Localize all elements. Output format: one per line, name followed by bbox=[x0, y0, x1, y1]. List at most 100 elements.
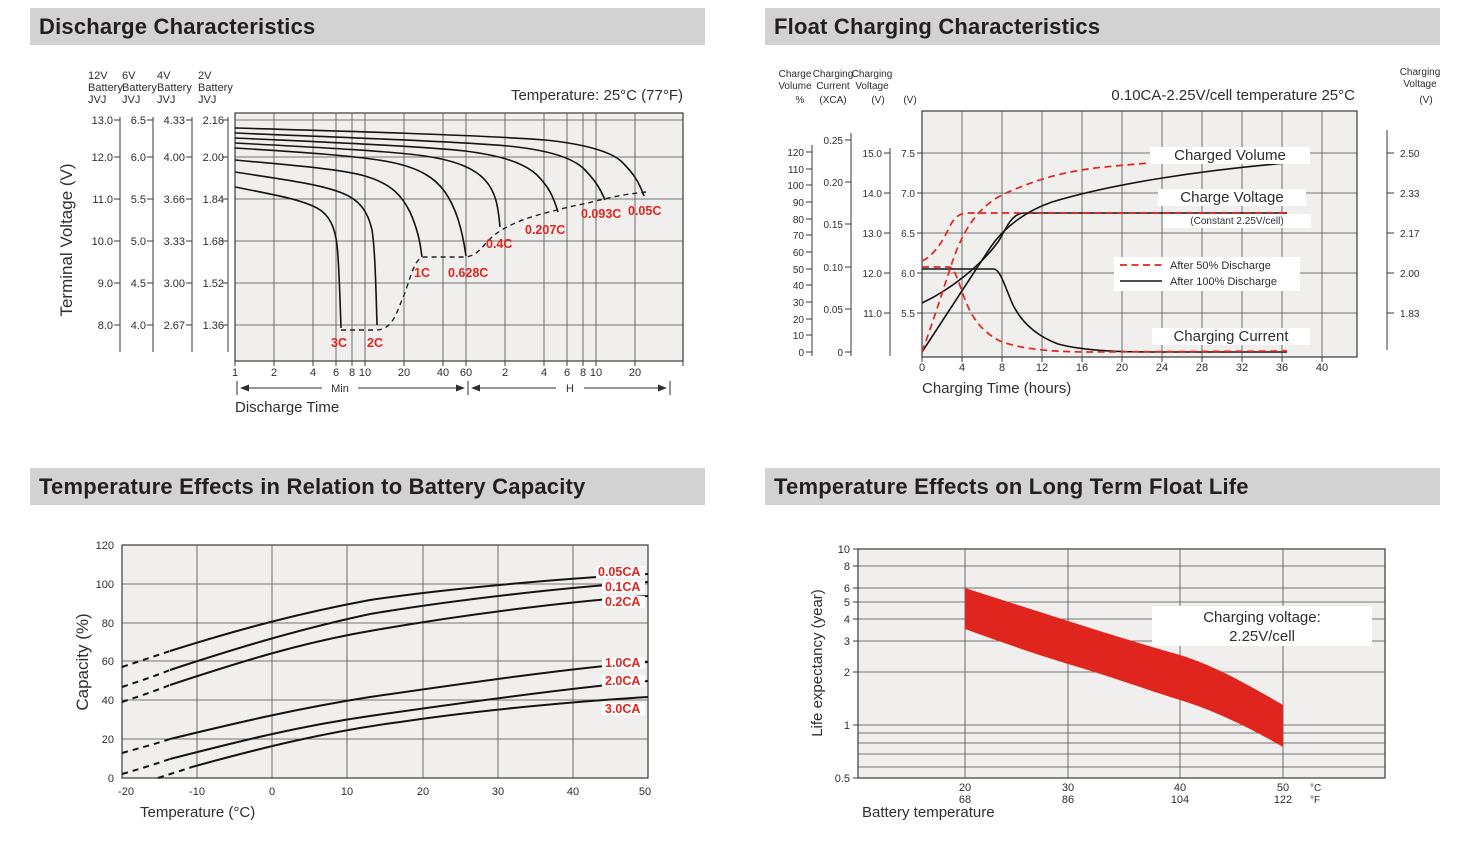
charge-voltage-label: Charge Voltage bbox=[1180, 189, 1283, 206]
x-tick-marks bbox=[921, 357, 1323, 362]
y-tick-4v: 4.33 bbox=[164, 115, 185, 127]
legend-100pct-label: After 100% Discharge bbox=[1170, 276, 1277, 288]
charging-current-50pct bbox=[922, 266, 1288, 353]
label-1.0CA: 1.0CA bbox=[605, 656, 640, 670]
h-gridlines bbox=[922, 152, 1357, 314]
curve-1C bbox=[234, 159, 423, 258]
pct-tick: 10 bbox=[793, 331, 805, 342]
y-tick-4v: 3.33 bbox=[164, 236, 185, 248]
header-6v: 6V bbox=[122, 70, 136, 82]
time-unit-ranges: Min H bbox=[236, 381, 671, 395]
v6-tick: 7.5 bbox=[901, 149, 915, 160]
header-2v: 2V bbox=[198, 70, 212, 82]
celsius-unit: °C bbox=[1310, 783, 1321, 794]
h-gridlines bbox=[235, 119, 683, 326]
header-charging-current: Current bbox=[816, 81, 850, 92]
x-axis-ticks: 0 4 8 12 16 20 24 28 32 36 40 bbox=[919, 362, 1328, 374]
pct-tick: 80 bbox=[793, 215, 805, 226]
x-tick: 6 bbox=[333, 367, 339, 379]
y-tick-12v: 8.0 bbox=[98, 320, 113, 332]
pct-tick: 30 bbox=[793, 298, 805, 309]
float-charging-chart: Charge Volume % Charging Current (XCA) C… bbox=[778, 67, 1440, 397]
v6-tick: 6.5 bbox=[901, 229, 915, 240]
y-axis-title: Capacity (%) bbox=[73, 613, 92, 710]
header-v: (V) bbox=[903, 95, 916, 106]
discharge-title-bar: Discharge Characteristics bbox=[30, 8, 705, 45]
x-tick: 0 bbox=[919, 362, 925, 374]
c-rate-labels: 3C 2C 1C 0.628C 0.4C 0.207C 0.093C 0.05C bbox=[331, 204, 661, 350]
y-tick: 4 bbox=[844, 614, 850, 626]
curve-2.0CA bbox=[169, 680, 649, 760]
x-tick: 10 bbox=[359, 367, 371, 379]
capacity-title: Temperature Effects in Relation to Batte… bbox=[39, 474, 586, 499]
label-0.2CA: 0.2CA bbox=[605, 595, 640, 609]
x-tick: -20 bbox=[118, 786, 134, 798]
x-axis-title: Charging Time (hours) bbox=[922, 380, 1071, 397]
y-axis-ticks: 120 100 80 60 40 20 0 bbox=[96, 540, 114, 785]
discharge-title: Discharge Characteristics bbox=[39, 14, 316, 39]
charging-voltage-note: 2.25V/cell bbox=[1229, 628, 1295, 645]
label-1C: 1C bbox=[414, 266, 430, 280]
xca-tick: 0.20 bbox=[824, 178, 844, 189]
header-right-charging-voltage: Voltage bbox=[1403, 79, 1437, 90]
h-range-label: H bbox=[566, 383, 574, 395]
y-axis-scales: 13.0 12.0 11.0 10.0 9.0 8.0 6.5 6.0 5.5 … bbox=[92, 115, 224, 332]
curve-0.05C bbox=[234, 127, 645, 197]
curve-0.093C bbox=[234, 132, 606, 201]
header-2v: Battery bbox=[198, 82, 233, 94]
left-axis-brackets bbox=[806, 133, 922, 356]
x-tick: 6 bbox=[564, 367, 570, 379]
curve-0.1CA bbox=[169, 581, 649, 671]
curve-3.0CA-dashed bbox=[157, 766, 193, 779]
pct-tick: 60 bbox=[793, 248, 805, 259]
x-tick: 36 bbox=[1276, 362, 1288, 374]
curve-2C bbox=[234, 171, 378, 326]
life-expectancy-band bbox=[965, 588, 1283, 747]
annotation: Charging voltage: 2.25V/cell bbox=[1152, 606, 1372, 646]
header-4v: JVJ bbox=[157, 94, 175, 106]
x-tick: 12 bbox=[1036, 362, 1048, 374]
curve-3C bbox=[234, 186, 342, 329]
legend-50pct-label: After 50% Discharge bbox=[1170, 260, 1271, 272]
y-tick-12v: 9.0 bbox=[98, 278, 113, 290]
y-tick-4v: 3.00 bbox=[164, 278, 185, 290]
charge-voltage-100pct bbox=[921, 212, 1287, 304]
y-tick-12v: 12.0 bbox=[92, 152, 113, 164]
x-tick: 20 bbox=[1116, 362, 1128, 374]
curve-3.0CA bbox=[191, 696, 649, 768]
charged-volume-100pct bbox=[921, 162, 1288, 353]
header-charging-voltage: Charging bbox=[852, 69, 893, 80]
v-per-cell-scale: 2.50 2.33 2.17 2.00 1.83 bbox=[1400, 149, 1420, 320]
right-axis-bracket bbox=[1386, 130, 1394, 350]
condition-note: 0.10CA-2.25V/cell temperature 25°C bbox=[1111, 87, 1355, 104]
x-tick: 28 bbox=[1196, 362, 1208, 374]
header-4v: Battery bbox=[157, 82, 192, 94]
y-tick-4v: 4.00 bbox=[164, 152, 185, 164]
x-axis-ticks: -20 -10 0 10 20 30 40 50 bbox=[118, 786, 651, 798]
x-tick: 30 bbox=[492, 786, 504, 798]
label-0.628C: 0.628C bbox=[448, 266, 488, 280]
in-plot-labels: Charged Volume Charge Voltage (Constant … bbox=[1150, 147, 1311, 345]
x-tick: 20 bbox=[417, 786, 429, 798]
discharge-curves bbox=[234, 127, 647, 331]
charging-voltage-note: Charging voltage: bbox=[1203, 609, 1321, 626]
x-tick: 4 bbox=[959, 362, 965, 374]
float-charging-title: Float Charging Characteristics bbox=[774, 14, 1101, 39]
pct-tick: 70 bbox=[793, 231, 805, 242]
pct-tick: 90 bbox=[793, 198, 805, 209]
header-6v: JVJ bbox=[122, 94, 140, 106]
x-tick: 40 bbox=[567, 786, 579, 798]
label-3.0CA: 3.0CA bbox=[605, 702, 640, 716]
y-tick-6v: 5.0 bbox=[131, 236, 146, 248]
float-charging-title-bar: Float Charging Characteristics bbox=[765, 8, 1440, 45]
x-tick-f: 104 bbox=[1171, 794, 1189, 806]
vcell-tick: 2.50 bbox=[1400, 149, 1420, 160]
capacity-curves bbox=[121, 573, 649, 779]
x-tick: 16 bbox=[1076, 362, 1088, 374]
header-charging-current: Charging bbox=[813, 69, 854, 80]
charging-current-label: Charging Current bbox=[1173, 328, 1289, 345]
header-6v: Battery bbox=[122, 82, 157, 94]
header-2v: JVJ bbox=[198, 94, 216, 106]
x-tick: 4 bbox=[310, 367, 316, 379]
label-0.4C: 0.4C bbox=[486, 237, 512, 251]
